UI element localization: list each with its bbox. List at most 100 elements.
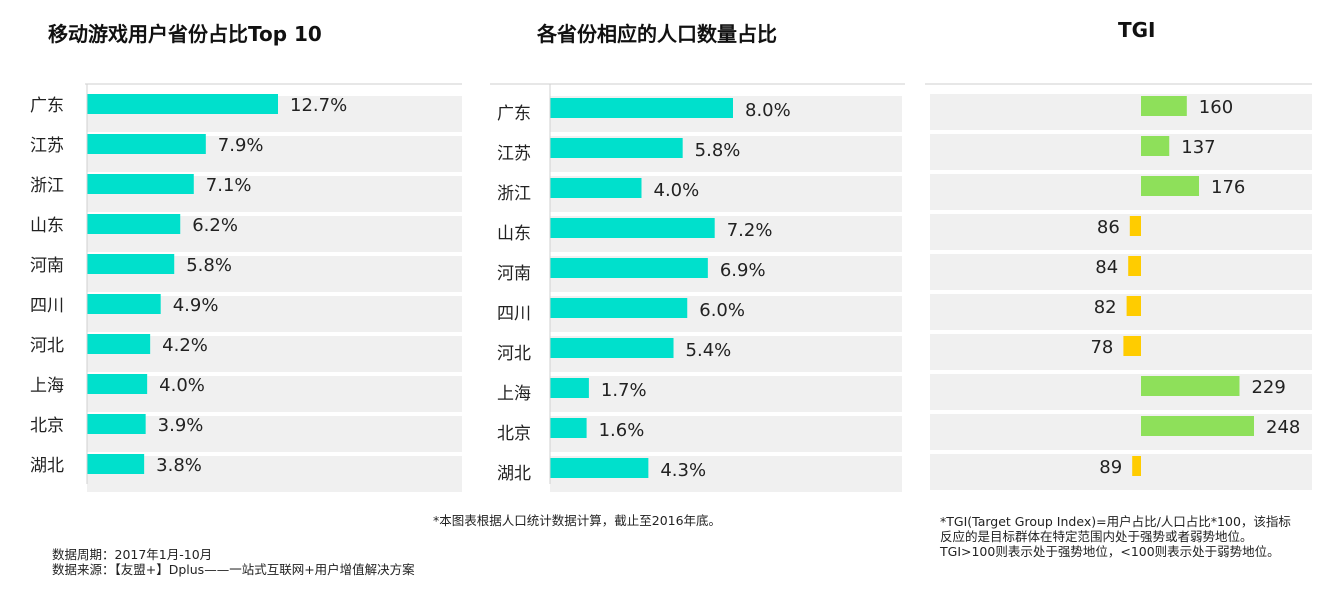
panel2-category-label: 广东 [497,104,531,124]
panel1-category-label: 广东 [30,96,64,116]
panel2-bar [550,458,649,478]
panel1-category-label: 河南 [30,256,64,276]
panel1-category-label: 北京 [30,416,64,436]
panel1-category-label: 四川 [30,296,64,316]
tgi-definition-line1: *TGI(Target Group Index)=用户占比/人口占比*100，该… [940,514,1291,529]
panel2-value-label: 5.4% [686,340,732,361]
panel3-row-band [930,374,1312,410]
panel2-category-label: 浙江 [497,184,531,204]
panel1-value-label: 4.9% [173,295,219,316]
panel3-value-label: 86 [1097,217,1120,238]
panel3-row-band [930,174,1312,210]
panel3-row-band [930,254,1312,290]
panel3-bar-strong [1141,136,1170,156]
panel1-value-label: 7.9% [218,135,264,156]
panel1-category-label: 湖北 [30,456,64,476]
panel2-category-label: 河南 [497,264,531,284]
panel2-bar [550,98,733,118]
panel2-category-label: 四川 [497,304,531,324]
panel2-value-label: 5.8% [695,140,741,161]
panel2-category-label: 江苏 [497,144,531,164]
panel3-value-label: 82 [1094,297,1117,318]
panel1-category-label: 山东 [30,216,64,236]
panel3-row-band [930,454,1312,490]
panel3-row-band [930,134,1312,170]
panel2-value-label: 4.0% [654,180,700,201]
panel1-title: 移动游戏用户省份占比Top 10 [48,22,322,46]
panel3-bar-strong [1141,96,1187,116]
footnote-population: *本图表根据人口统计数据计算，截止至2016年底。 [433,513,722,528]
panel1-bar [87,374,148,394]
panel3-value-label: 176 [1211,177,1245,198]
panel3-bar-strong [1141,416,1254,436]
panel1-bar [87,414,146,434]
panel1-row-band [87,416,462,452]
panel3-row-band [930,414,1312,450]
panel1-row-band [87,376,462,412]
panel1-category-label: 江苏 [30,136,64,156]
panel1-category-label: 浙江 [30,176,64,196]
panel3-row-band [930,334,1312,370]
panel2-bar [550,178,642,198]
panel3-value-label: 84 [1095,257,1118,278]
panel1-value-label: 3.8% [156,455,202,476]
panel3-bar-weak [1128,256,1141,276]
panel2-title: 各省份相应的人口数量占比 [537,22,777,46]
panel2-value-label: 1.7% [601,380,647,401]
panel1-value-label: 5.8% [186,255,232,276]
panel2-category-label: 北京 [497,424,531,444]
panel3-bar-weak [1126,296,1141,316]
panel2-value-label: 6.9% [720,260,766,281]
panel2-bar [550,418,587,438]
panel3-row-band [930,294,1312,330]
panel3-title: TGI [1118,18,1156,42]
panel3-bar-weak [1123,336,1141,356]
panel1-value-label: 6.2% [192,215,238,236]
panel2-bar [550,138,683,158]
panel1-bar [87,294,161,314]
panel2-bar [550,338,674,358]
panel1-bar [87,254,175,274]
tgi-definition-line2: 反应的是目标群体在特定范围内处于强势或者弱势地位。 [940,529,1253,544]
panel2-value-label: 7.2% [727,220,773,241]
panel2-bar [550,378,589,398]
panel3-bar-weak [1129,216,1141,236]
panel2-category-label: 河北 [497,344,531,364]
panel1-value-label: 4.2% [162,335,208,356]
data-source: 数据来源：【友盟+】Dplus——一站式互联网+用户增值解决方案 [52,562,415,577]
panel3-value-label: 137 [1181,137,1215,158]
panel1-bar [87,214,181,234]
panel2-category-label: 湖北 [497,464,531,484]
panel2-category-label: 上海 [497,384,531,404]
panel3-bar-strong [1141,376,1240,396]
panel1-category-label: 上海 [30,376,64,396]
panel2-value-label: 6.0% [699,300,745,321]
panel2-value-label: 8.0% [745,100,791,121]
panel1-value-label: 3.9% [158,415,204,436]
panel1-bar [87,134,206,154]
panel3-value-label: 229 [1251,377,1285,398]
panel2-category-label: 山东 [497,224,531,244]
panel1-bar [87,454,145,474]
panel1-category-label: 河北 [30,336,64,356]
panel2-row-band [550,416,902,452]
panel2-bar [550,298,688,318]
panel3-row-band [930,214,1312,250]
panel1-value-label: 4.0% [159,375,205,396]
panel3-value-label: 248 [1266,417,1300,438]
panel2-bar [550,258,708,278]
panel2-row-band [550,376,902,412]
panel1-bar [87,334,151,354]
panel1-row-band [87,456,462,492]
panel2-value-label: 4.3% [660,460,706,481]
panel3-bar-weak [1132,456,1141,476]
panel2-value-label: 1.6% [599,420,645,441]
panel1-bar [87,94,278,114]
panel2-bar [550,218,715,238]
panel3-bar-strong [1141,176,1200,196]
panel1-value-label: 7.1% [206,175,252,196]
panel1-bar [87,174,194,194]
panel3-value-label: 78 [1090,337,1113,358]
data-period: 数据周期：2017年1月-10月 [52,547,213,562]
